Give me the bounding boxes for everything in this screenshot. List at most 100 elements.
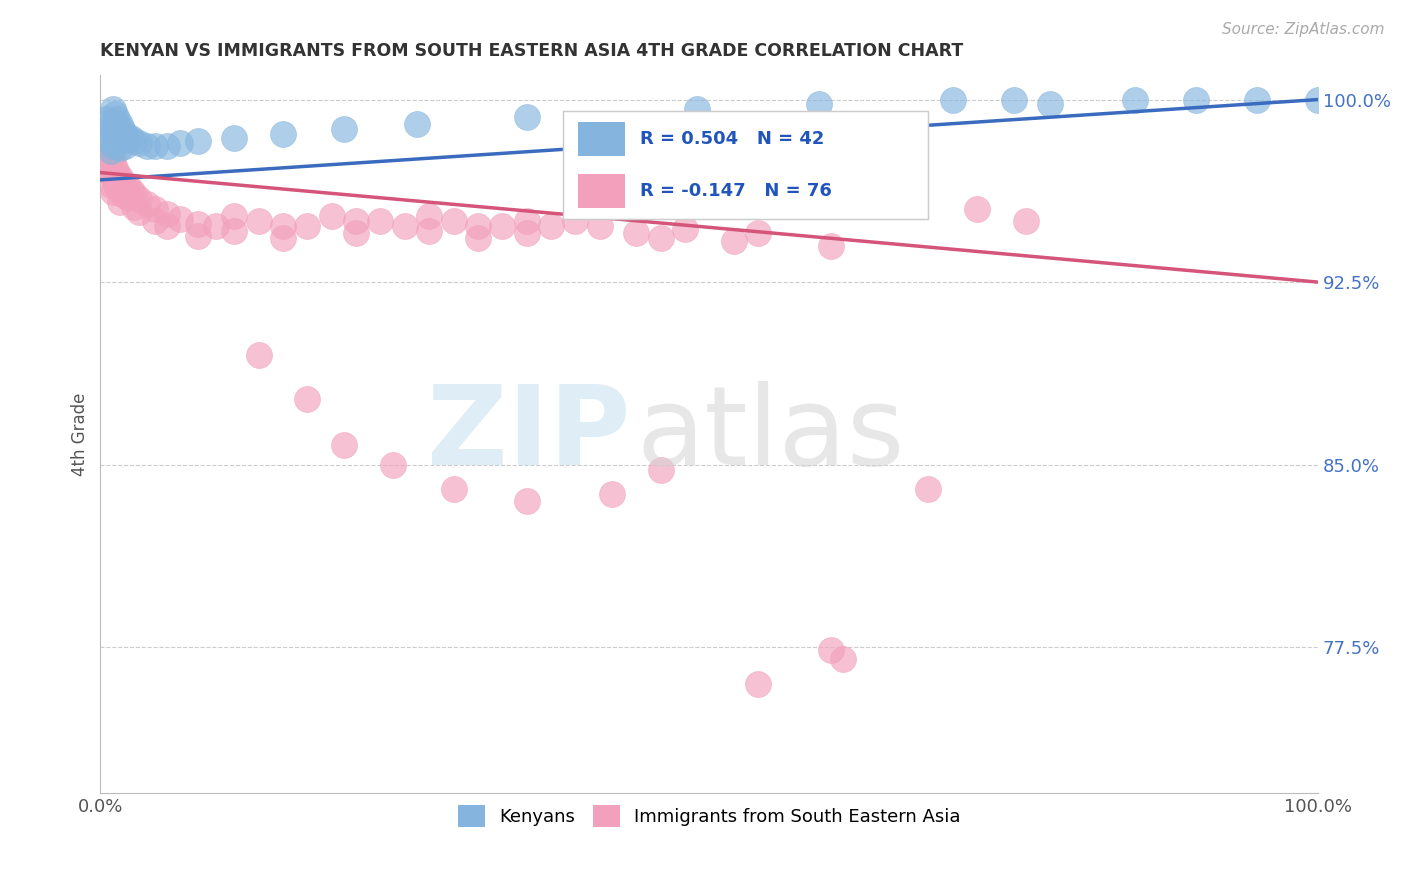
Point [370, 214, 392, 228]
Point [108, 183, 131, 197]
Point [108, 129, 131, 144]
Point [156, 207, 179, 221]
Point [540, 219, 562, 234]
Point [747, 677, 769, 691]
Point [321, 210, 343, 224]
Point [418, 210, 440, 224]
Point [516, 214, 538, 228]
Point [108, 170, 131, 185]
Point [108, 117, 131, 131]
Point [114, 183, 136, 197]
Point [124, 187, 146, 202]
Point [101, 103, 124, 117]
Text: ZIP: ZIP [426, 381, 630, 488]
Point [820, 642, 842, 657]
Point [101, 185, 124, 199]
Point [516, 494, 538, 508]
Point [271, 127, 294, 141]
Point [333, 438, 356, 452]
Point [381, 458, 404, 472]
Point [111, 121, 134, 136]
Point [1308, 93, 1330, 107]
Point [297, 392, 319, 406]
Point [564, 214, 586, 228]
Point [917, 482, 939, 496]
Point [224, 131, 246, 145]
Point [406, 117, 429, 131]
Point [96, 112, 118, 126]
Point [832, 652, 855, 666]
Point [101, 138, 124, 153]
Point [108, 194, 131, 209]
Point [624, 227, 647, 241]
Point [205, 219, 228, 234]
Point [114, 138, 136, 153]
Point [1185, 93, 1208, 107]
Point [108, 141, 131, 155]
Point [143, 214, 166, 228]
Point [467, 231, 489, 245]
Point [100, 178, 122, 192]
Point [104, 161, 127, 175]
Point [96, 146, 118, 161]
Point [297, 219, 319, 234]
Point [418, 224, 440, 238]
Point [104, 107, 127, 121]
Point [187, 228, 209, 243]
Point [673, 221, 696, 235]
Point [101, 114, 124, 128]
Point [443, 482, 465, 496]
Point [807, 97, 830, 112]
Point [247, 348, 270, 362]
Point [115, 178, 138, 192]
Point [97, 121, 120, 136]
Point [247, 214, 270, 228]
Point [224, 210, 246, 224]
Point [333, 121, 356, 136]
Point [105, 112, 128, 126]
Point [105, 165, 128, 179]
Point [111, 134, 134, 148]
Point [271, 231, 294, 245]
Point [135, 197, 157, 211]
Point [124, 134, 146, 148]
Text: atlas: atlas [636, 381, 904, 488]
Point [942, 93, 965, 107]
Point [224, 224, 246, 238]
Point [111, 175, 134, 189]
Y-axis label: 4th Grade: 4th Grade [72, 392, 89, 476]
Point [115, 131, 138, 145]
Point [135, 138, 157, 153]
Text: KENYAN VS IMMIGRANTS FROM SOUTH EASTERN ASIA 4TH GRADE CORRELATION CHART: KENYAN VS IMMIGRANTS FROM SOUTH EASTERN … [100, 42, 963, 60]
Point [114, 127, 136, 141]
Point [820, 238, 842, 252]
Point [97, 156, 120, 170]
Point [443, 214, 465, 228]
Point [101, 153, 124, 168]
Point [1039, 97, 1062, 112]
Point [880, 190, 903, 204]
Point [101, 170, 124, 185]
Point [187, 134, 209, 148]
Point [1002, 93, 1025, 107]
Point [120, 131, 142, 145]
Point [105, 124, 128, 138]
Point [600, 487, 623, 501]
Point [271, 219, 294, 234]
Point [156, 138, 179, 153]
Point [143, 138, 166, 153]
Point [344, 227, 367, 241]
Text: Source: ZipAtlas.com: Source: ZipAtlas.com [1222, 22, 1385, 37]
Point [120, 183, 142, 197]
Point [650, 231, 672, 245]
Point [124, 200, 146, 214]
Point [686, 103, 709, 117]
Point [187, 217, 209, 231]
Point [128, 204, 150, 219]
Point [394, 219, 416, 234]
Point [169, 136, 191, 151]
Point [100, 165, 122, 179]
Point [104, 131, 127, 145]
Point [467, 219, 489, 234]
Point [1125, 93, 1147, 107]
